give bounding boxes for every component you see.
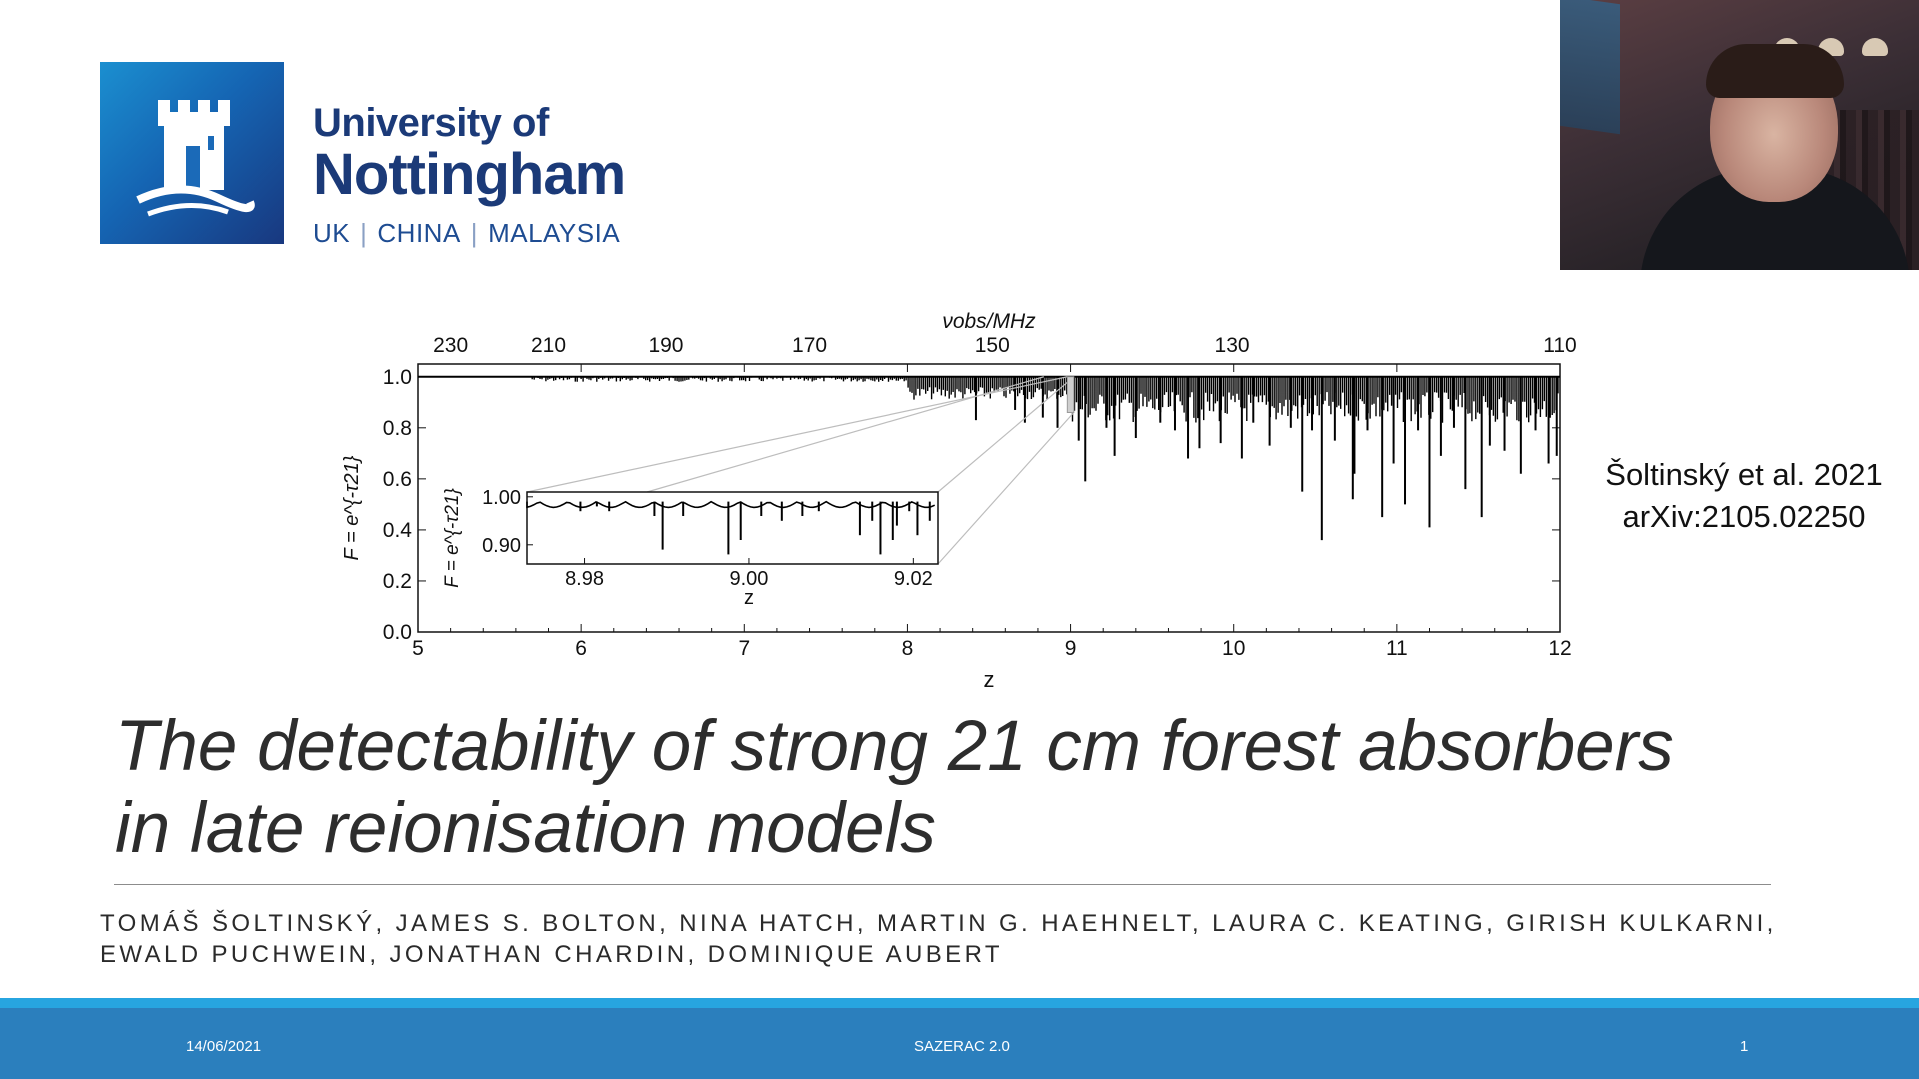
chart-svg: 5 6 7 8 9 10 11 12 z 0.0 0.2 0.4 0.6 0.8 1.0 F = e^{-τ2… <box>341 310 1577 692</box>
x-tick-label: 10 <box>1222 637 1245 660</box>
x-tick-label: 12 <box>1548 637 1571 660</box>
x-tick-label: 8 <box>902 637 914 660</box>
slide-title: The detectability of strong 21 cm forest… <box>115 706 1815 870</box>
title-line-2: in late reionisation models <box>115 789 936 868</box>
inset-y-tick-label: 0.90 <box>482 535 521 557</box>
x-tick-label: 9 <box>1065 637 1077 660</box>
title-divider <box>114 884 1771 885</box>
main-plot-frame <box>417 363 1561 633</box>
top-tick-label: 190 <box>648 334 683 357</box>
zoom-region <box>1066 376 1075 413</box>
y-axis-label: F = e^{-τ21} <box>341 455 363 560</box>
top-tick-label: 170 <box>792 334 827 357</box>
absorption-spectrum-chart: 5 6 7 8 9 10 11 12 z 0.0 0.2 0.4 0.6 0.8 1.0 F = e^{-τ2… <box>330 300 1600 695</box>
zoom-connector <box>646 376 1045 493</box>
inset-x-axis-label: z <box>744 587 754 609</box>
y-tick-label: 0.6 <box>383 468 412 491</box>
x-axis-label: z <box>984 667 995 692</box>
inset-x-tick-label: 8.98 <box>565 568 604 590</box>
inset-x-tick-label: 9.02 <box>894 568 933 590</box>
logo-campuses: UK | CHINA | MALAYSIA <box>313 218 621 248</box>
citation: Šoltinský et al. 2021 arXiv:2105.02250 <box>1588 454 1900 538</box>
top-axis-label: νobs/MHz <box>942 310 1036 333</box>
top-tick-label: 230 <box>433 334 468 357</box>
university-wordmark: University of Nottingham UK | CHINA | MALAYS… <box>313 100 626 249</box>
author-list: TOMÁŠ ŠOLTINSKÝ, JAMES S. BOLTON, NINA H… <box>100 908 1900 970</box>
authors-line-1: TOMÁŠ ŠOLTINSKÝ, JAMES S. BOLTON, NINA H… <box>100 910 1777 937</box>
inset-y-tick-label: 1.00 <box>482 487 521 509</box>
y-tick-label: 0.4 <box>383 519 413 542</box>
citation-arxiv: arXiv:2105.02250 <box>1622 499 1866 534</box>
absorption-forest <box>531 376 1559 423</box>
y-tick-label: 0.0 <box>383 621 412 644</box>
slide-footer: 14/06/2021 SAZERAC 2.0 1 <box>0 1008 1919 1079</box>
campus-uk: UK <box>313 218 351 248</box>
university-logo <box>100 62 284 244</box>
campus-china: CHINA <box>377 218 461 248</box>
castle-tower-icon <box>136 100 255 217</box>
x-tick-label: 7 <box>738 637 750 660</box>
title-line-1: The detectability of strong 21 cm forest… <box>115 707 1674 786</box>
presenter-video-feed <box>1560 0 1919 270</box>
top-tick-label: 130 <box>1215 334 1250 357</box>
presenter-hair <box>1706 44 1844 98</box>
zoom-connector <box>937 376 1075 493</box>
inset-y-axis-label: F = e^{-τ21} <box>442 488 463 588</box>
inset-frame <box>526 491 939 565</box>
wall-painting <box>1560 0 1620 135</box>
zoom-connector <box>937 412 1075 565</box>
logo-line-nottingham: Nottingham <box>313 142 626 207</box>
logo-line-university: University of <box>313 101 549 145</box>
top-tick-label: 150 <box>975 334 1010 357</box>
footer-page-number: 1 <box>1740 1038 1749 1055</box>
footer-stripe <box>0 998 1919 1008</box>
y-tick-label: 1.0 <box>383 366 412 389</box>
citation-authors: Šoltinský et al. 2021 <box>1605 457 1883 492</box>
x-tick-label: 11 <box>1386 637 1408 660</box>
x-tick-label: 6 <box>575 637 587 660</box>
inset-x-tick-label: 9.00 <box>729 568 768 590</box>
footer-conference: SAZERAC 2.0 <box>914 1038 1010 1055</box>
top-tick-label: 210 <box>531 334 566 357</box>
top-tick-label: 110 <box>1543 334 1576 357</box>
campus-malaysia: MALAYSIA <box>488 218 621 248</box>
x-tick-label: 5 <box>412 637 424 660</box>
y-tick-label: 0.8 <box>383 417 412 440</box>
y-tick-label: 0.2 <box>383 570 412 593</box>
authors-line-2: EWALD PUCHWEIN, JONATHAN CHARDIN, DOMINI… <box>100 941 1003 968</box>
footer-date: 14/06/2021 <box>186 1038 262 1055</box>
